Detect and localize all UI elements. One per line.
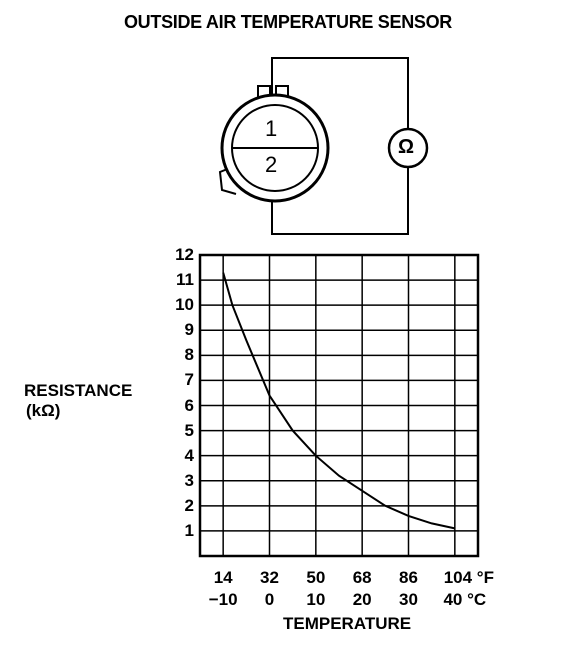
y-tick-label: 10 <box>175 295 194 315</box>
x-tick-label-f: 104 °F <box>443 568 494 587</box>
x-tick-label-c: −10 <box>208 590 238 609</box>
y-tick-label: 12 <box>175 245 194 264</box>
y-tick-label: 9 <box>184 320 194 340</box>
y-axis-unit: (kΩ) <box>26 401 61 420</box>
resistance-chart <box>198 253 480 558</box>
y-tick-label: 4 <box>184 445 194 465</box>
x-tick-label-f: 14 <box>213 568 233 587</box>
y-tick-label: 3 <box>184 470 194 490</box>
pin-1-label: 1 <box>265 116 278 141</box>
x-tick-label-c: 40 °C <box>443 590 487 609</box>
y-tick-label: 6 <box>184 395 194 415</box>
x-tick-label-f: 86 <box>399 568 418 587</box>
x-tick-label-c: 20 <box>352 590 372 609</box>
y-axis-label: RESISTANCE <box>24 381 133 400</box>
ohmmeter-icon <box>387 127 429 169</box>
y-tick-label: 7 <box>184 370 194 390</box>
x-tick-label-f: 50 <box>306 568 326 587</box>
y-tick-label: 8 <box>184 345 194 365</box>
x-tick-label-c: 10 <box>306 590 326 609</box>
x-tick-label-c: 30 <box>399 590 418 609</box>
y-tick-label: 1 <box>184 520 194 540</box>
ohm-symbol: Ω <box>398 136 415 158</box>
x-tick-label-f: 68 <box>352 568 372 587</box>
x-axis-label: TEMPERATURE <box>283 614 412 633</box>
x-tick-label-c: 0 <box>264 590 275 609</box>
y-tick-label: 5 <box>184 420 194 440</box>
y-tick-label: 2 <box>184 495 194 515</box>
resistance-curve <box>222 272 456 530</box>
y-tick-label: 11 <box>176 270 194 290</box>
x-tick-label-f: 32 <box>260 568 279 587</box>
page-title: OUTSIDE AIR TEMPERATURE SENSOR <box>123 12 453 32</box>
pin-2-label: 2 <box>265 152 278 177</box>
